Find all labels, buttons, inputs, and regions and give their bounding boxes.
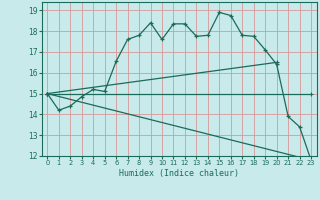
X-axis label: Humidex (Indice chaleur): Humidex (Indice chaleur) bbox=[119, 169, 239, 178]
